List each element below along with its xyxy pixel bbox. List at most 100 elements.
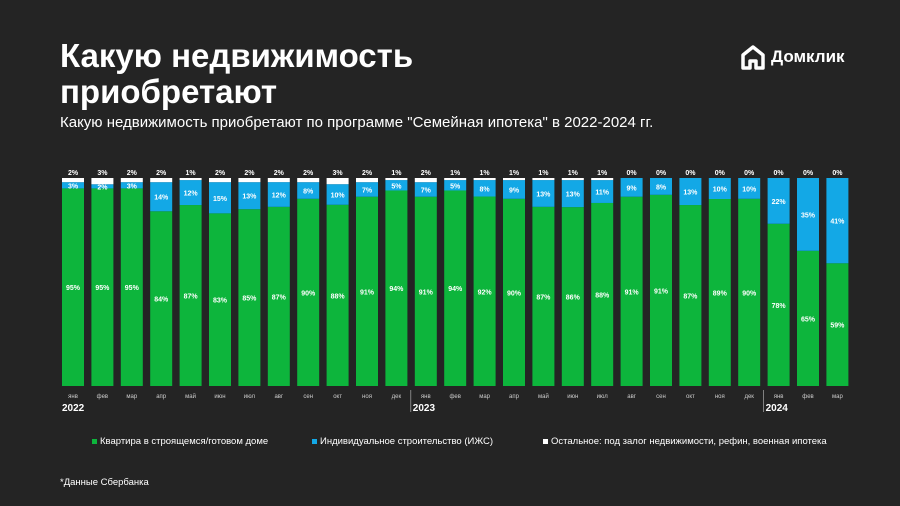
data-label: 84% (154, 297, 169, 304)
tick-label: апр (156, 394, 167, 400)
tick-label: авг (274, 394, 284, 400)
bar-segment-izhs (150, 182, 173, 212)
data-label: 2% (274, 170, 285, 177)
bar-segment-apartment (209, 213, 231, 386)
tick-label: мар (479, 394, 490, 400)
data-label: 13% (536, 191, 551, 198)
data-label: 1% (391, 170, 402, 177)
data-label: 95% (95, 285, 110, 292)
bar-segment-other (238, 178, 261, 183)
bar-segment-izhs (797, 178, 819, 251)
tick-label: фев (97, 394, 108, 400)
bar-segment-other (356, 178, 378, 183)
legend-label: Индивидуальное строительство (ИЖС) (320, 436, 494, 447)
data-label: 2% (97, 184, 108, 191)
data-label: 10% (742, 186, 757, 193)
data-label: 2% (68, 170, 79, 177)
tick-label: дек (744, 394, 754, 400)
data-label: 3% (68, 183, 79, 190)
bar-segment-apartment (620, 196, 643, 386)
data-label: 88% (595, 292, 610, 299)
bar-segment-other (326, 178, 349, 185)
legend-label: Квартира в строящемся/готовом доме (100, 436, 269, 447)
year-label: 2022 (62, 403, 85, 414)
bar-segment-other (473, 178, 496, 181)
bar-segment-apartment (767, 223, 790, 386)
data-label: 8% (656, 184, 667, 191)
legend-swatch (92, 439, 97, 444)
bar-segment-izhs (503, 180, 525, 199)
bar-segment-other (444, 178, 467, 181)
data-label: 2% (215, 170, 226, 177)
data-label: 92% (478, 289, 493, 296)
data-label: 8% (303, 188, 314, 195)
tick-label: июл (244, 394, 256, 400)
bar-segment-apartment (62, 188, 84, 386)
data-label: 1% (568, 170, 579, 177)
data-label: 13% (242, 194, 257, 201)
tick-label: сен (303, 394, 313, 400)
data-label: 13% (683, 190, 698, 197)
data-label: 9% (509, 187, 520, 194)
bar-segment-apartment (385, 190, 408, 386)
bar-segment-apartment (826, 263, 849, 386)
data-label: 89% (713, 291, 728, 298)
bar-segment-apartment (503, 198, 525, 386)
data-label: 9% (627, 185, 638, 192)
bar-segment-izhs (91, 184, 114, 189)
bar-segment-apartment (414, 196, 437, 386)
bar-segment-izhs (297, 182, 320, 199)
data-label: 95% (125, 285, 140, 292)
data-label: 8% (480, 186, 491, 193)
tick-label: янв (774, 394, 784, 400)
data-label: 87% (683, 294, 698, 301)
tick-label: сен (656, 394, 666, 400)
bar-segment-other (385, 178, 408, 181)
tick-label: май (185, 393, 196, 400)
bar-segment-izhs (238, 182, 261, 210)
data-label: 5% (391, 183, 402, 190)
bar-segment-other (297, 178, 320, 183)
data-label: 3% (127, 183, 138, 190)
data-label: 1% (597, 170, 608, 177)
data-label: 41% (830, 219, 845, 226)
bar-segment-apartment (238, 209, 261, 386)
bar-segment-other (150, 178, 173, 183)
data-label: 91% (360, 289, 375, 296)
tick-label: июл (597, 394, 609, 400)
bar-segment-apartment (356, 196, 378, 386)
bar-segment-other (503, 178, 525, 181)
bar-segment-izhs (385, 180, 408, 191)
tick-label: июн (214, 394, 225, 400)
chart-subtitle: Какую недвижимость приобретают по програ… (60, 114, 654, 131)
data-label: 11% (595, 190, 609, 197)
data-label: 87% (184, 294, 199, 301)
data-label: 1% (450, 170, 461, 177)
bar-segment-apartment (532, 206, 555, 386)
data-label: 90% (742, 290, 757, 297)
bar-segment-apartment (650, 194, 672, 386)
data-label: 15% (213, 196, 228, 203)
bar-segment-izhs (267, 182, 290, 207)
bar-segment-izhs (620, 178, 643, 197)
bar-segment-izhs (444, 180, 467, 191)
legend-swatch (543, 439, 548, 444)
tick-label: мар (126, 394, 137, 400)
tick-label: окт (333, 394, 342, 400)
data-label: 14% (154, 195, 169, 202)
bar-segment-apartment (591, 202, 614, 386)
bar-segment-izhs (326, 184, 349, 205)
bar-segment-apartment (738, 198, 761, 386)
tick-label: май (538, 393, 549, 400)
data-label: 10% (713, 187, 728, 194)
data-label: 1% (480, 170, 491, 177)
bar-segment-apartment (473, 196, 496, 386)
data-label: 90% (301, 290, 316, 297)
data-label: 2% (303, 170, 314, 177)
data-label: 88% (331, 293, 346, 300)
bar-segment-izhs (62, 182, 84, 189)
bar-segment-izhs (209, 182, 231, 214)
data-label: 0% (832, 170, 843, 177)
data-label: 85% (242, 296, 257, 303)
bar-segment-other (267, 178, 290, 183)
